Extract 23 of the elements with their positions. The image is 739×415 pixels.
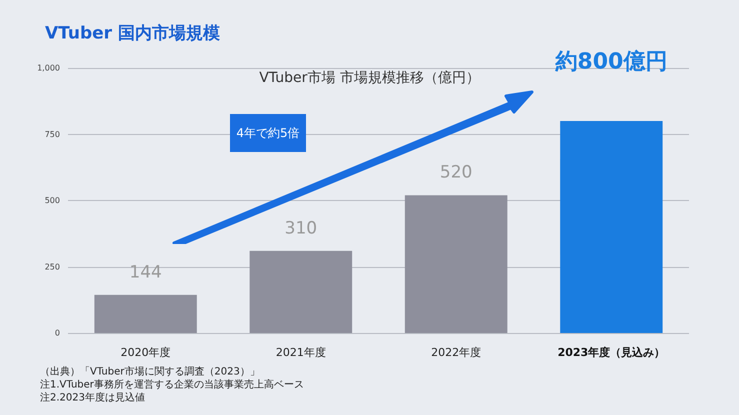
y-tick-label: 750	[44, 130, 60, 139]
annotation: 4年で約5倍	[230, 114, 306, 152]
x-tick-label: 2021年度	[276, 346, 326, 359]
x-tick-label: 2020年度	[120, 346, 171, 359]
bar	[560, 121, 663, 333]
text: 注2.2023年度は見込値	[40, 392, 145, 404]
x-tick-label: 2022年度	[431, 346, 482, 359]
text: （出典）「VTuber市場に関する調査（2023）」	[40, 366, 260, 378]
y-tick-label: 1,000	[37, 64, 60, 72]
bar	[94, 294, 197, 333]
chart-title: VTuber 国内市場規模	[45, 24, 220, 44]
data-label: 310	[284, 218, 318, 238]
bar	[250, 250, 352, 333]
y-tick-label: 250	[44, 262, 60, 272]
data-label: 520	[440, 162, 472, 183]
x-tick-label: 2023年度（見込み）	[558, 346, 666, 359]
y-tick-label: 500	[44, 196, 60, 205]
bar	[404, 195, 508, 333]
chart-subtitle: VTuber市場 市場規模推移（億円）	[259, 70, 480, 86]
data-label: 約800億円	[554, 50, 668, 74]
data-label: 144	[129, 262, 162, 282]
y-tick-label: 0	[54, 328, 60, 338]
text: 注1.VTuber事務所を運営する企業の当該事業売上高ベース	[40, 378, 304, 390]
